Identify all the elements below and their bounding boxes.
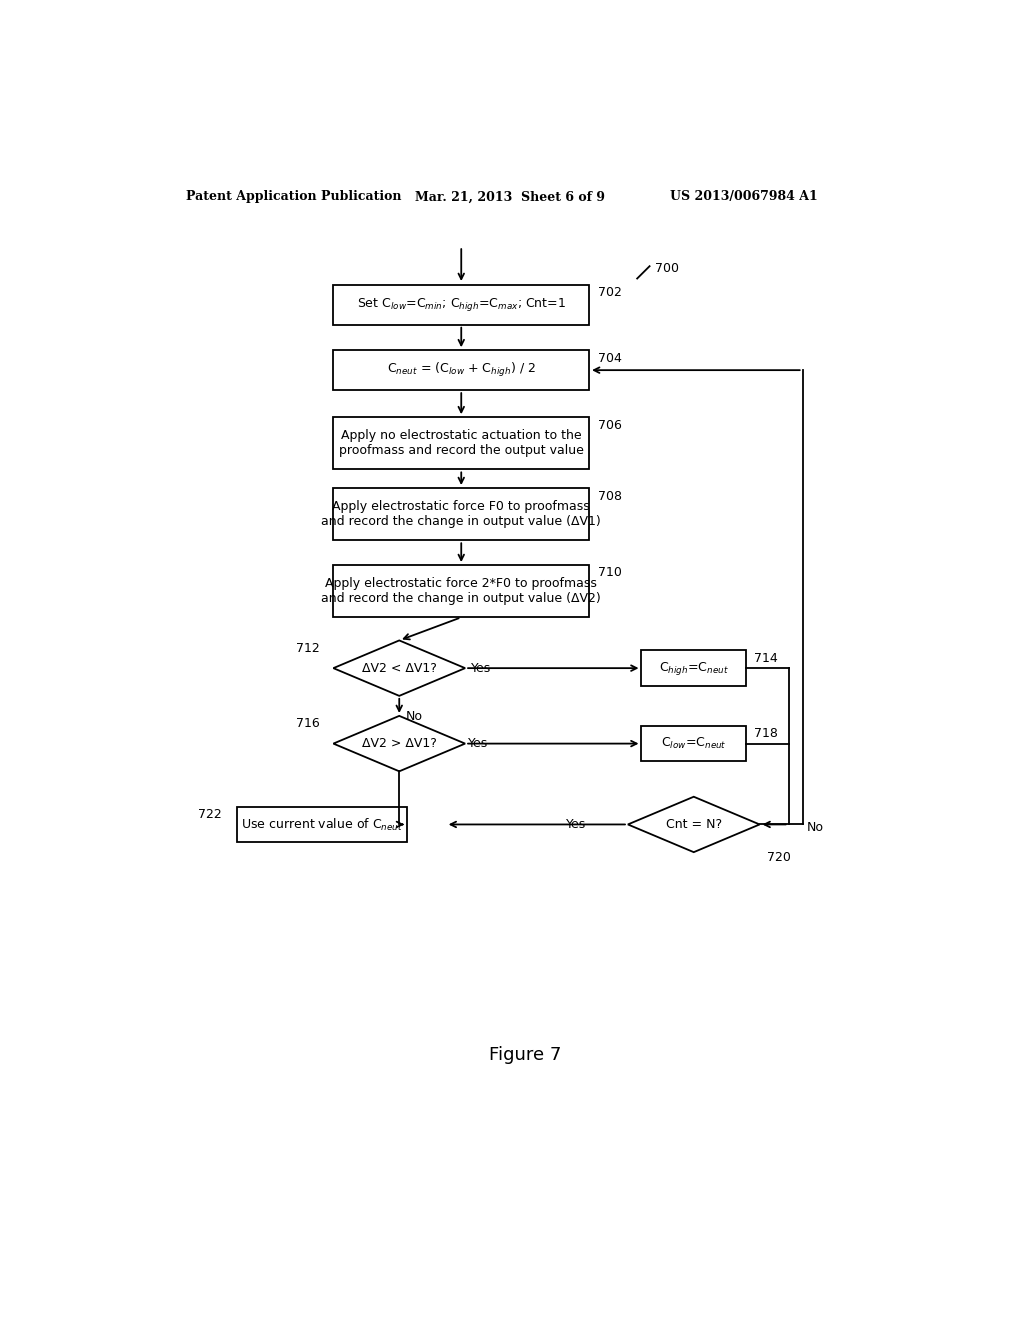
Text: Apply electrostatic force 2*F0 to proofmass
and record the change in output valu: Apply electrostatic force 2*F0 to proofm… [322, 577, 601, 605]
Text: 708: 708 [598, 490, 623, 503]
FancyBboxPatch shape [237, 807, 407, 842]
Text: 722: 722 [198, 808, 221, 821]
Text: Mar. 21, 2013  Sheet 6 of 9: Mar. 21, 2013 Sheet 6 of 9 [415, 190, 605, 203]
Text: C$_{neut}$ = (C$_{low}$ + C$_{high}$) / 2: C$_{neut}$ = (C$_{low}$ + C$_{high}$) / … [387, 362, 536, 379]
Polygon shape [334, 640, 465, 696]
Text: Cnt = N?: Cnt = N? [666, 818, 722, 832]
Text: 720: 720 [767, 850, 792, 863]
Text: ΔV2 > ΔV1?: ΔV2 > ΔV1? [361, 737, 436, 750]
Text: Yes: Yes [566, 818, 586, 832]
FancyBboxPatch shape [334, 488, 589, 540]
Text: Yes: Yes [468, 738, 488, 751]
FancyBboxPatch shape [334, 350, 589, 391]
Text: Use current value of C$_{neut}$: Use current value of C$_{neut}$ [241, 816, 402, 833]
Text: No: No [406, 710, 423, 723]
Text: 700: 700 [655, 261, 679, 275]
FancyBboxPatch shape [641, 651, 746, 686]
Text: 716: 716 [296, 718, 319, 730]
Text: 718: 718 [754, 727, 777, 741]
Text: 714: 714 [754, 652, 777, 665]
Text: 704: 704 [598, 351, 623, 364]
Text: 702: 702 [598, 286, 623, 300]
Text: 712: 712 [296, 642, 319, 655]
Text: Set C$_{low}$=C$_{min}$; C$_{high}$=C$_{max}$; Cnt=1: Set C$_{low}$=C$_{min}$; C$_{high}$=C$_{… [356, 296, 565, 313]
Text: Apply electrostatic force F0 to proofmass
and record the change in output value : Apply electrostatic force F0 to proofmas… [322, 500, 601, 528]
Polygon shape [334, 715, 465, 771]
FancyBboxPatch shape [334, 417, 589, 470]
Text: C$_{high}$=C$_{neut}$: C$_{high}$=C$_{neut}$ [658, 660, 729, 677]
Text: No: No [807, 821, 823, 834]
Text: Figure 7: Figure 7 [488, 1047, 561, 1064]
Text: Yes: Yes [471, 663, 492, 675]
Text: ΔV2 < ΔV1?: ΔV2 < ΔV1? [361, 661, 436, 675]
Text: Apply no electrostatic actuation to the
proofmass and record the output value: Apply no electrostatic actuation to the … [339, 429, 584, 457]
Polygon shape [628, 797, 760, 853]
FancyBboxPatch shape [334, 285, 589, 325]
FancyBboxPatch shape [334, 565, 589, 618]
Text: C$_{low}$=C$_{neut}$: C$_{low}$=C$_{neut}$ [660, 737, 727, 751]
Text: 706: 706 [598, 418, 623, 432]
FancyBboxPatch shape [641, 726, 746, 762]
Text: US 2013/0067984 A1: US 2013/0067984 A1 [671, 190, 818, 203]
Text: Patent Application Publication: Patent Application Publication [186, 190, 401, 203]
Text: 710: 710 [598, 566, 623, 579]
